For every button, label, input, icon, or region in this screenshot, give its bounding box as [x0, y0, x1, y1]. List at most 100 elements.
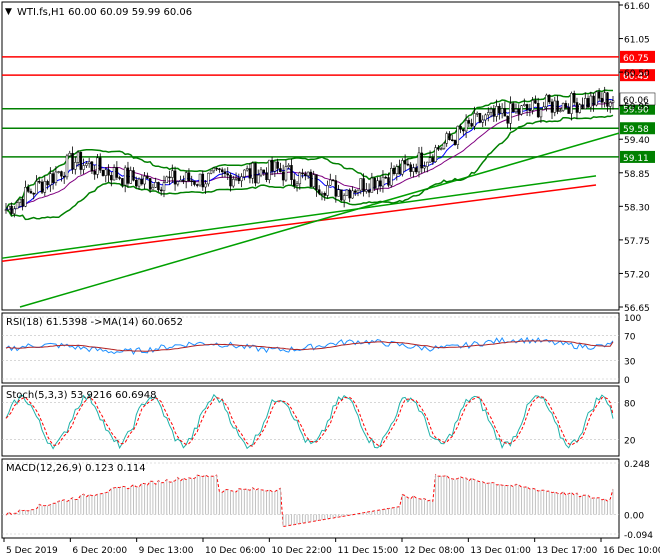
candle-body — [309, 171, 313, 187]
candle-body — [503, 108, 507, 117]
level-label-box-60.75 — [620, 50, 655, 63]
candle-body — [265, 172, 268, 180]
main-y-tick-label: 58.85 — [624, 170, 650, 180]
candle-body — [60, 171, 63, 177]
chart-collapse-arrow[interactable]: ▼ — [5, 7, 12, 17]
candle-body — [398, 166, 401, 175]
candle-body — [273, 161, 277, 172]
main-y-tick-label: 57.75 — [624, 237, 650, 247]
candle-body — [498, 106, 501, 114]
candle-body — [390, 167, 393, 186]
candle-body — [38, 181, 41, 183]
x-axis-label: 12 Dec 08:00 — [404, 546, 465, 556]
rsi-title: RSI(18) 61.5398 ->MA(14) 60.0652 — [6, 317, 183, 328]
candle-body — [464, 120, 468, 132]
candle-body — [559, 110, 562, 112]
candle-body — [478, 113, 482, 123]
candle-body — [13, 208, 16, 214]
current-price-box — [619, 92, 656, 106]
candle-body — [223, 171, 227, 174]
level-label-box-60.45 — [620, 69, 655, 82]
candle-body — [348, 189, 351, 199]
long-moving-average-red — [1, 184, 597, 262]
candle-body — [245, 168, 249, 171]
candle-body — [57, 171, 60, 173]
candle-body — [82, 165, 85, 170]
candle-body — [193, 180, 196, 185]
candle-body — [417, 152, 421, 173]
candle-body — [29, 191, 33, 194]
candle-body — [409, 164, 412, 172]
candle-body — [40, 181, 44, 193]
candle-body — [184, 172, 188, 182]
candle-body — [204, 183, 207, 188]
candle-body — [62, 175, 66, 178]
candle-body — [135, 179, 138, 187]
main-y-tick-label: 58.30 — [624, 203, 650, 213]
main-y-tick-label: 59.40 — [624, 136, 650, 146]
candle-body — [98, 157, 102, 171]
candle-body — [387, 177, 390, 186]
main-y-tick-label: 59.95 — [624, 103, 650, 113]
macd-tick-label: 0.00 — [624, 511, 644, 521]
candle-body — [342, 195, 346, 201]
candle-body — [320, 193, 324, 195]
candle-body — [595, 91, 598, 106]
candle-body — [351, 190, 354, 199]
x-axis-label: 9 Dec 13:00 — [139, 546, 194, 556]
candle-body — [21, 198, 24, 207]
level-label-59.58: 59.58 — [623, 125, 649, 135]
candle-body — [76, 152, 80, 163]
candle-body — [406, 163, 410, 166]
candle-body — [243, 169, 246, 177]
candle-body — [561, 103, 565, 111]
candle-body — [584, 98, 587, 109]
rsi-tick-label: 30 — [624, 357, 636, 367]
candle-body — [26, 187, 30, 192]
candle-body — [312, 174, 315, 187]
candle-body — [323, 193, 326, 196]
candle-body — [356, 189, 360, 193]
candle-body — [506, 115, 509, 124]
candle-body — [581, 104, 584, 109]
candle-body — [15, 202, 19, 210]
moving-average-blue — [5, 98, 614, 211]
candle-body — [10, 205, 13, 214]
candle-body — [445, 133, 448, 144]
candle-body — [71, 152, 74, 170]
main-y-tick-label: 60.50 — [624, 69, 650, 79]
candle-body — [426, 161, 429, 167]
candle-body — [118, 177, 121, 179]
candle-body — [428, 157, 432, 163]
current-price-label: 60.06 — [623, 96, 649, 106]
candle-body — [165, 176, 169, 184]
candle-body — [326, 185, 329, 196]
candle-body — [439, 148, 443, 150]
x-axis-label: 11 Dec 15:00 — [338, 546, 399, 556]
candle-body — [572, 93, 576, 103]
candle-body — [467, 120, 471, 124]
candle-body — [487, 112, 490, 116]
candle-body — [46, 181, 49, 186]
stoch-signal-line — [5, 395, 614, 448]
x-axis-label: 10 Dec 06:00 — [205, 546, 266, 556]
candle-body — [74, 162, 77, 170]
candle-body — [220, 169, 224, 172]
candle-body — [140, 178, 144, 185]
candle-body — [392, 167, 396, 174]
candle-body — [262, 169, 266, 173]
level-label-59.11: 59.11 — [623, 154, 649, 164]
candle-body — [340, 189, 343, 201]
stoch-tick-label: 80 — [624, 399, 636, 409]
stoch-title: Stoch(5,3,3) 53.9216 60.6948 — [6, 390, 157, 401]
candle-body — [353, 190, 357, 193]
main-y-tick-label: 61.05 — [624, 36, 650, 46]
candle-body — [7, 205, 11, 210]
candle-body — [173, 170, 177, 185]
candle-body — [240, 176, 243, 182]
candle-body — [459, 125, 462, 130]
candle-body — [401, 160, 404, 175]
candle-body — [586, 98, 590, 108]
candle-body — [256, 174, 260, 184]
